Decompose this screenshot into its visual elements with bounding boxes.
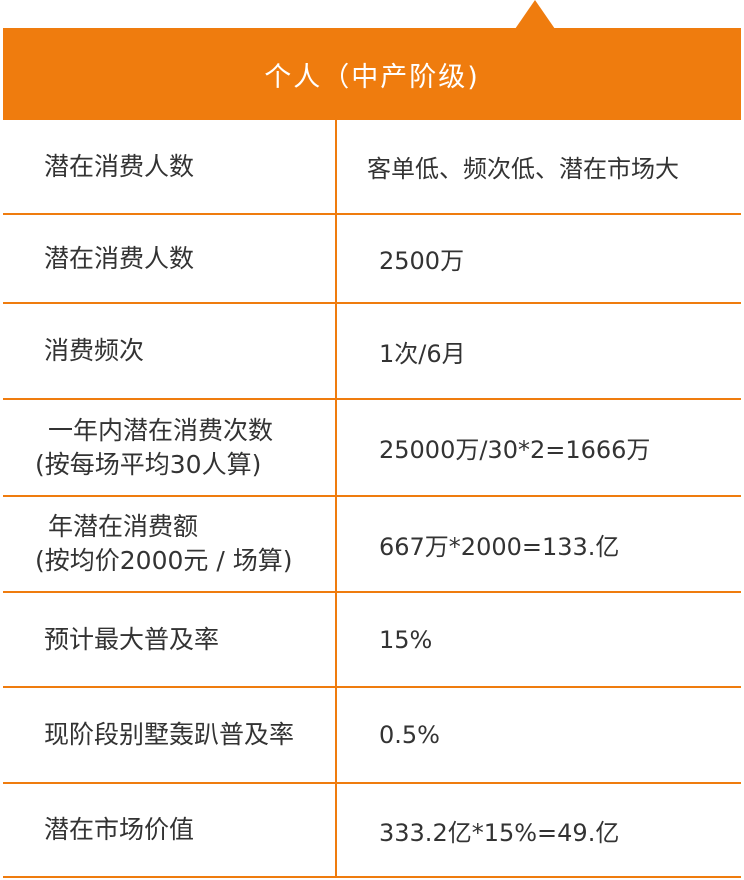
row-label: 预计最大普及率 <box>44 624 220 654</box>
row-label-cell: 潜在市场价值 <box>3 784 335 876</box>
column-divider <box>335 120 337 877</box>
row-label: 消费频次 <box>44 336 145 365</box>
row-label: 年潜在消费额 <box>48 512 199 541</box>
row-label-cell: 潜在消费人数 <box>3 120 335 213</box>
row-label: 潜在消费人数 <box>44 151 195 181</box>
table-row: 现阶段别墅轰趴普及率 0.5% <box>3 688 741 784</box>
row-value: 客单低、频次低、潜在市场大 <box>367 155 679 183</box>
row-label-note: (按均价2000元 / 场算) <box>35 546 293 575</box>
row-value-cell: 2500万 <box>337 215 741 302</box>
row-value-cell: 15% <box>337 593 741 686</box>
row-value-cell: 333.2亿*15%=49.亿 <box>337 784 741 876</box>
row-value: 1次/6月 <box>379 339 466 368</box>
row-label-cell: 年潜在消费额 (按均价2000元 / 场算) <box>3 497 335 591</box>
row-value: 667万*2000=133.亿 <box>379 532 620 561</box>
row-value: 25000万/30*2=1666万 <box>379 436 651 464</box>
row-value: 15% <box>379 625 433 654</box>
table-header: 个人（中产阶级) <box>3 28 741 120</box>
row-label-cell: 潜在消费人数 <box>3 215 335 302</box>
row-value: 0.5% <box>379 721 440 749</box>
row-value-cell: 1次/6月 <box>337 304 741 398</box>
row-value-cell: 667万*2000=133.亿 <box>337 497 741 591</box>
table-row: 潜在消费人数 2500万 <box>3 215 741 304</box>
row-label: 潜在市场价值 <box>44 815 195 844</box>
table-row: 一年内潜在消费次数 (按每场平均30人算) 25000万/30*2=1666万 <box>3 400 741 497</box>
row-value: 2500万 <box>379 247 465 275</box>
row-label: 一年内潜在消费次数 <box>48 415 274 445</box>
row-label-cell: 一年内潜在消费次数 (按每场平均30人算) <box>3 400 335 495</box>
row-label-cell: 现阶段别墅轰趴普及率 <box>3 688 335 782</box>
row-value-cell: 25000万/30*2=1666万 <box>337 400 741 495</box>
header-pointer <box>515 0 555 29</box>
table-row: 预计最大普及率 15% <box>3 593 741 688</box>
table-row: 年潜在消费额 (按均价2000元 / 场算) 667万*2000=133.亿 <box>3 497 741 593</box>
row-value-cell: 客单低、频次低、潜在市场大 <box>337 120 741 213</box>
table-row: 潜在消费人数 客单低、频次低、潜在市场大 <box>3 120 741 215</box>
row-label-cell: 预计最大普及率 <box>3 593 335 686</box>
row-label: 潜在消费人数 <box>44 243 195 273</box>
row-label-note: (按每场平均30人算) <box>35 449 262 479</box>
row-value: 333.2亿*15%=49.亿 <box>379 818 620 847</box>
row-label: 现阶段别墅轰趴普及率 <box>44 720 295 749</box>
table-row: 潜在市场价值 333.2亿*15%=49.亿 <box>3 784 741 878</box>
table-title: 个人（中产阶级) <box>264 61 480 93</box>
row-label-cell: 消费频次 <box>3 304 335 398</box>
row-value-cell: 0.5% <box>337 688 741 782</box>
table-row: 消费频次 1次/6月 <box>3 304 741 400</box>
